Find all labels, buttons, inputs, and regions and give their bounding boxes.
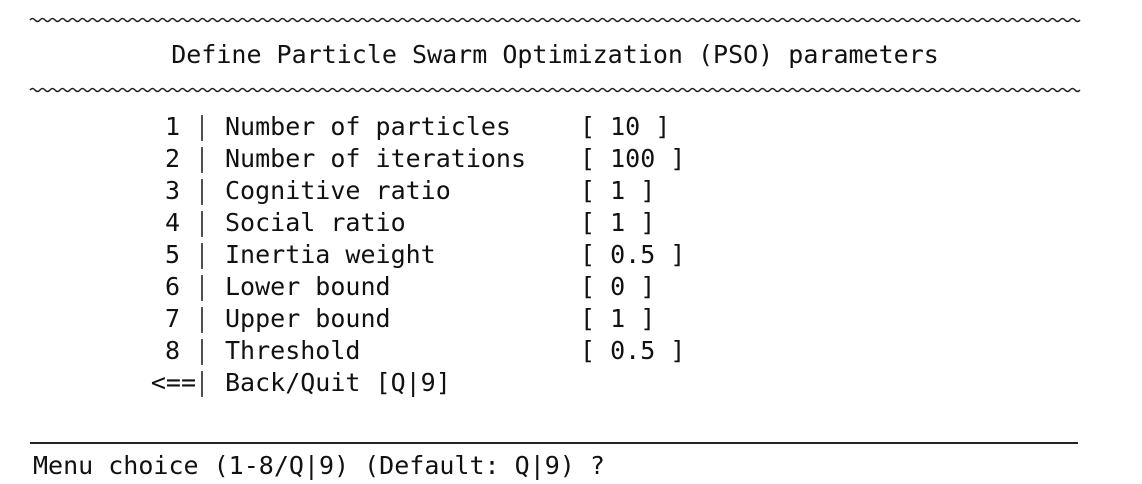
item-value: [ 1 ] xyxy=(580,176,656,205)
item-key: 7 xyxy=(164,304,180,333)
item-label: Upper bound xyxy=(225,304,391,333)
item-key: 2 xyxy=(164,144,180,173)
item-label: Cognitive ratio xyxy=(225,176,451,205)
item-key: 3 xyxy=(164,176,180,205)
wavy-rule xyxy=(29,17,1081,23)
item-label: Inertia weight xyxy=(225,240,436,269)
item-key: 6 xyxy=(164,272,180,301)
item-value: [ 0.5 ] xyxy=(580,240,686,269)
item-value: [ 0.5 ] xyxy=(580,336,686,365)
item-value: [ 0 ] xyxy=(580,272,656,301)
title: Define Particle Swarm Optimization (PSO)… xyxy=(171,40,939,69)
item-value: [ 1 ] xyxy=(580,304,656,333)
item-key: 8 xyxy=(164,336,180,365)
back-key: <== xyxy=(150,368,196,397)
prompt: Menu choice (1-8/Q|9) (Default: Q|9) ? xyxy=(33,451,605,480)
item-label: Threshold xyxy=(225,336,361,365)
item-value: [ 10 ] xyxy=(580,112,671,141)
item-key: 1 xyxy=(164,112,180,141)
item-key: 4 xyxy=(164,208,180,237)
item-label: Number of particles xyxy=(225,112,511,141)
item-value: [ 100 ] xyxy=(580,144,686,173)
back-label: Back/Quit [Q|9] xyxy=(225,368,451,397)
item-label: Lower bound xyxy=(225,272,391,301)
item-value: [ 1 ] xyxy=(580,208,656,237)
wavy-rule xyxy=(29,87,1081,93)
item-label: Social ratio xyxy=(225,208,406,237)
item-label: Number of iterations xyxy=(225,144,527,173)
item-key: 5 xyxy=(164,240,180,269)
